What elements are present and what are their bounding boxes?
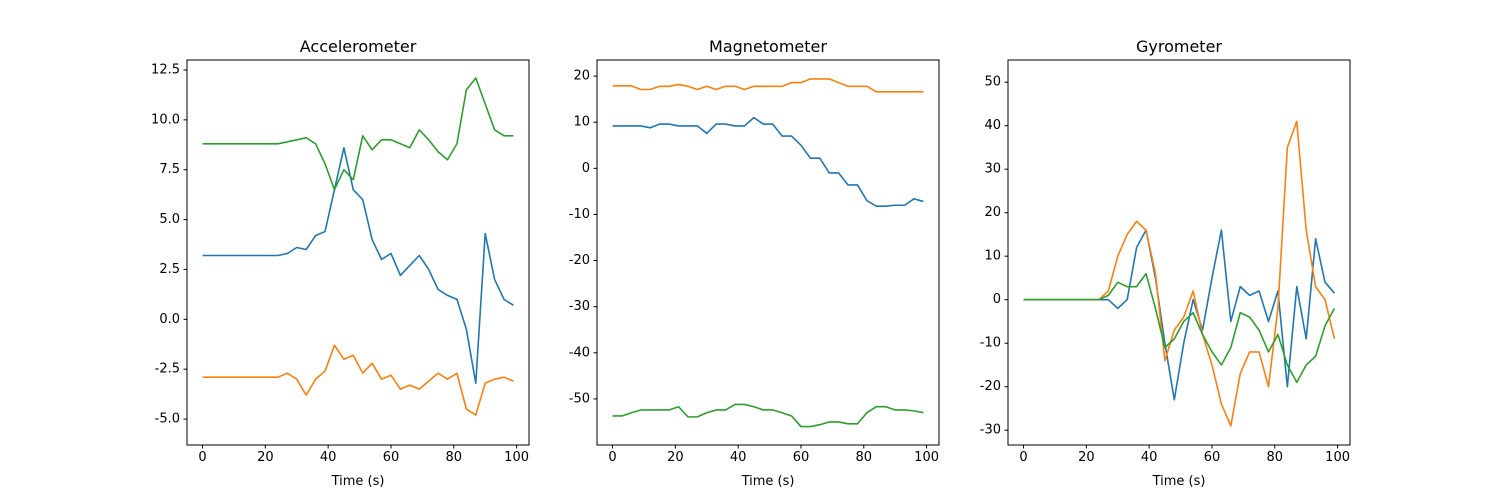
data-line [1023,229,1336,401]
data-line [612,403,924,428]
x-tick-label: 40 [320,450,337,465]
axes-frame [186,59,530,446]
y-tick-label: -30 [569,299,590,314]
y-tick-label: -50 [569,391,590,406]
x-tick-label: 60 [383,450,400,465]
x-tick-label: 40 [1141,450,1158,465]
y-tick-label: 0 [582,161,590,176]
x-tick-label: 80 [856,450,873,465]
data-line [1023,272,1336,384]
y-tick-label: 10 [984,249,1001,264]
data-line [202,344,514,416]
y-tick-label: 10.0 [151,112,180,127]
data-line [202,77,514,191]
x-tick-label: 20 [1078,450,1095,465]
chart-title: Magnetometer [709,37,827,56]
y-tick-label: 7.5 [159,162,180,177]
x-tick-label: 60 [1204,450,1221,465]
y-tick-label: 2.5 [159,262,180,277]
y-tick-label: -2.5 [155,362,180,377]
x-tick-label: 0 [1019,450,1027,465]
x-axis-label: Time (s) [741,474,795,489]
y-tick-label: 10 [573,115,590,130]
x-tick-label: 80 [1267,450,1284,465]
y-tick-label: 30 [984,162,1001,177]
x-tick-label: 20 [667,450,684,465]
y-tick-label: 5.0 [159,212,180,227]
y-tick-label: 20 [573,69,590,84]
y-tick-label: -40 [569,345,590,360]
y-tick-label: -10 [980,336,1001,351]
y-tick-label: -10 [569,207,590,222]
x-tick-label: 100 [1325,450,1350,465]
data-line [612,116,924,207]
data-line [202,146,514,384]
chart-title: Gyrometer [1136,37,1222,56]
axes-frame [1007,59,1351,446]
x-tick-label: 100 [914,450,939,465]
x-tick-label: 0 [198,450,206,465]
y-tick-label: -20 [980,379,1001,394]
x-tick-label: 0 [608,450,616,465]
x-tick-label: 20 [257,450,274,465]
x-axis-label: Time (s) [331,474,385,489]
y-tick-label: -5.0 [155,412,180,427]
chart-title: Accelerometer [300,37,417,56]
x-tick-label: 60 [793,450,810,465]
y-tick-label: 12.5 [151,62,180,77]
x-tick-label: 100 [504,450,529,465]
data-line [612,78,924,93]
y-tick-label: 40 [984,118,1001,133]
y-tick-label: -30 [980,423,1001,438]
y-tick-label: 0 [993,292,1001,307]
x-axis-label: Time (s) [1152,474,1206,489]
y-tick-label: 20 [984,205,1001,220]
x-tick-label: 40 [730,450,747,465]
y-tick-label: 50 [984,75,1001,90]
y-tick-label: 0.0 [159,312,180,327]
x-tick-label: 80 [446,450,463,465]
axes-frame [596,59,940,446]
y-tick-label: -20 [569,253,590,268]
